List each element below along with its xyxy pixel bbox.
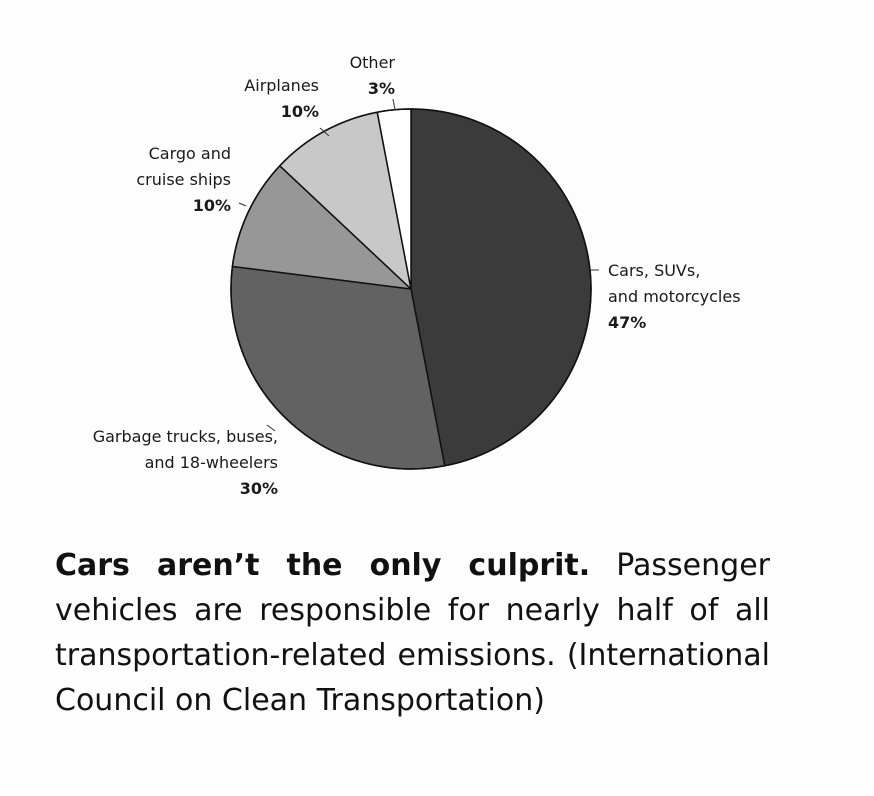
pie-outline <box>230 108 592 470</box>
pie-chart: Cars, SUVs, and motorcycles 47% Garbage tru… <box>93 53 741 498</box>
slice-label: Garbage trucks, buses, <box>93 427 278 446</box>
slice-label: Airplanes <box>244 76 319 95</box>
leader-line <box>266 424 276 432</box>
slice-label: Cargo and <box>149 144 231 163</box>
slice-label: and 18-wheelers <box>145 453 278 472</box>
slice-value-label: 10% <box>193 196 231 215</box>
slice-label: Other <box>350 53 396 72</box>
pie-slice <box>410 108 592 467</box>
figure-caption: Cars aren’t the only culprit. Passenger … <box>55 543 770 723</box>
caption-lead: Cars aren’t the only culprit. <box>55 548 591 583</box>
slice-value-label: 3% <box>368 79 395 98</box>
slice-value-label: 30% <box>240 479 278 498</box>
slice-label: cruise ships <box>136 170 231 189</box>
slice-label: and motorcycles <box>608 287 741 306</box>
slice-value-label: 10% <box>281 102 319 121</box>
leader-line <box>392 98 396 111</box>
slice-label: Cars, SUVs, <box>608 261 700 280</box>
slice-value-label: 47% <box>608 313 646 332</box>
caption-text: Passenger vehicles are responsible for n… <box>55 548 770 718</box>
leader-line <box>238 202 247 207</box>
leader-line <box>319 127 330 137</box>
